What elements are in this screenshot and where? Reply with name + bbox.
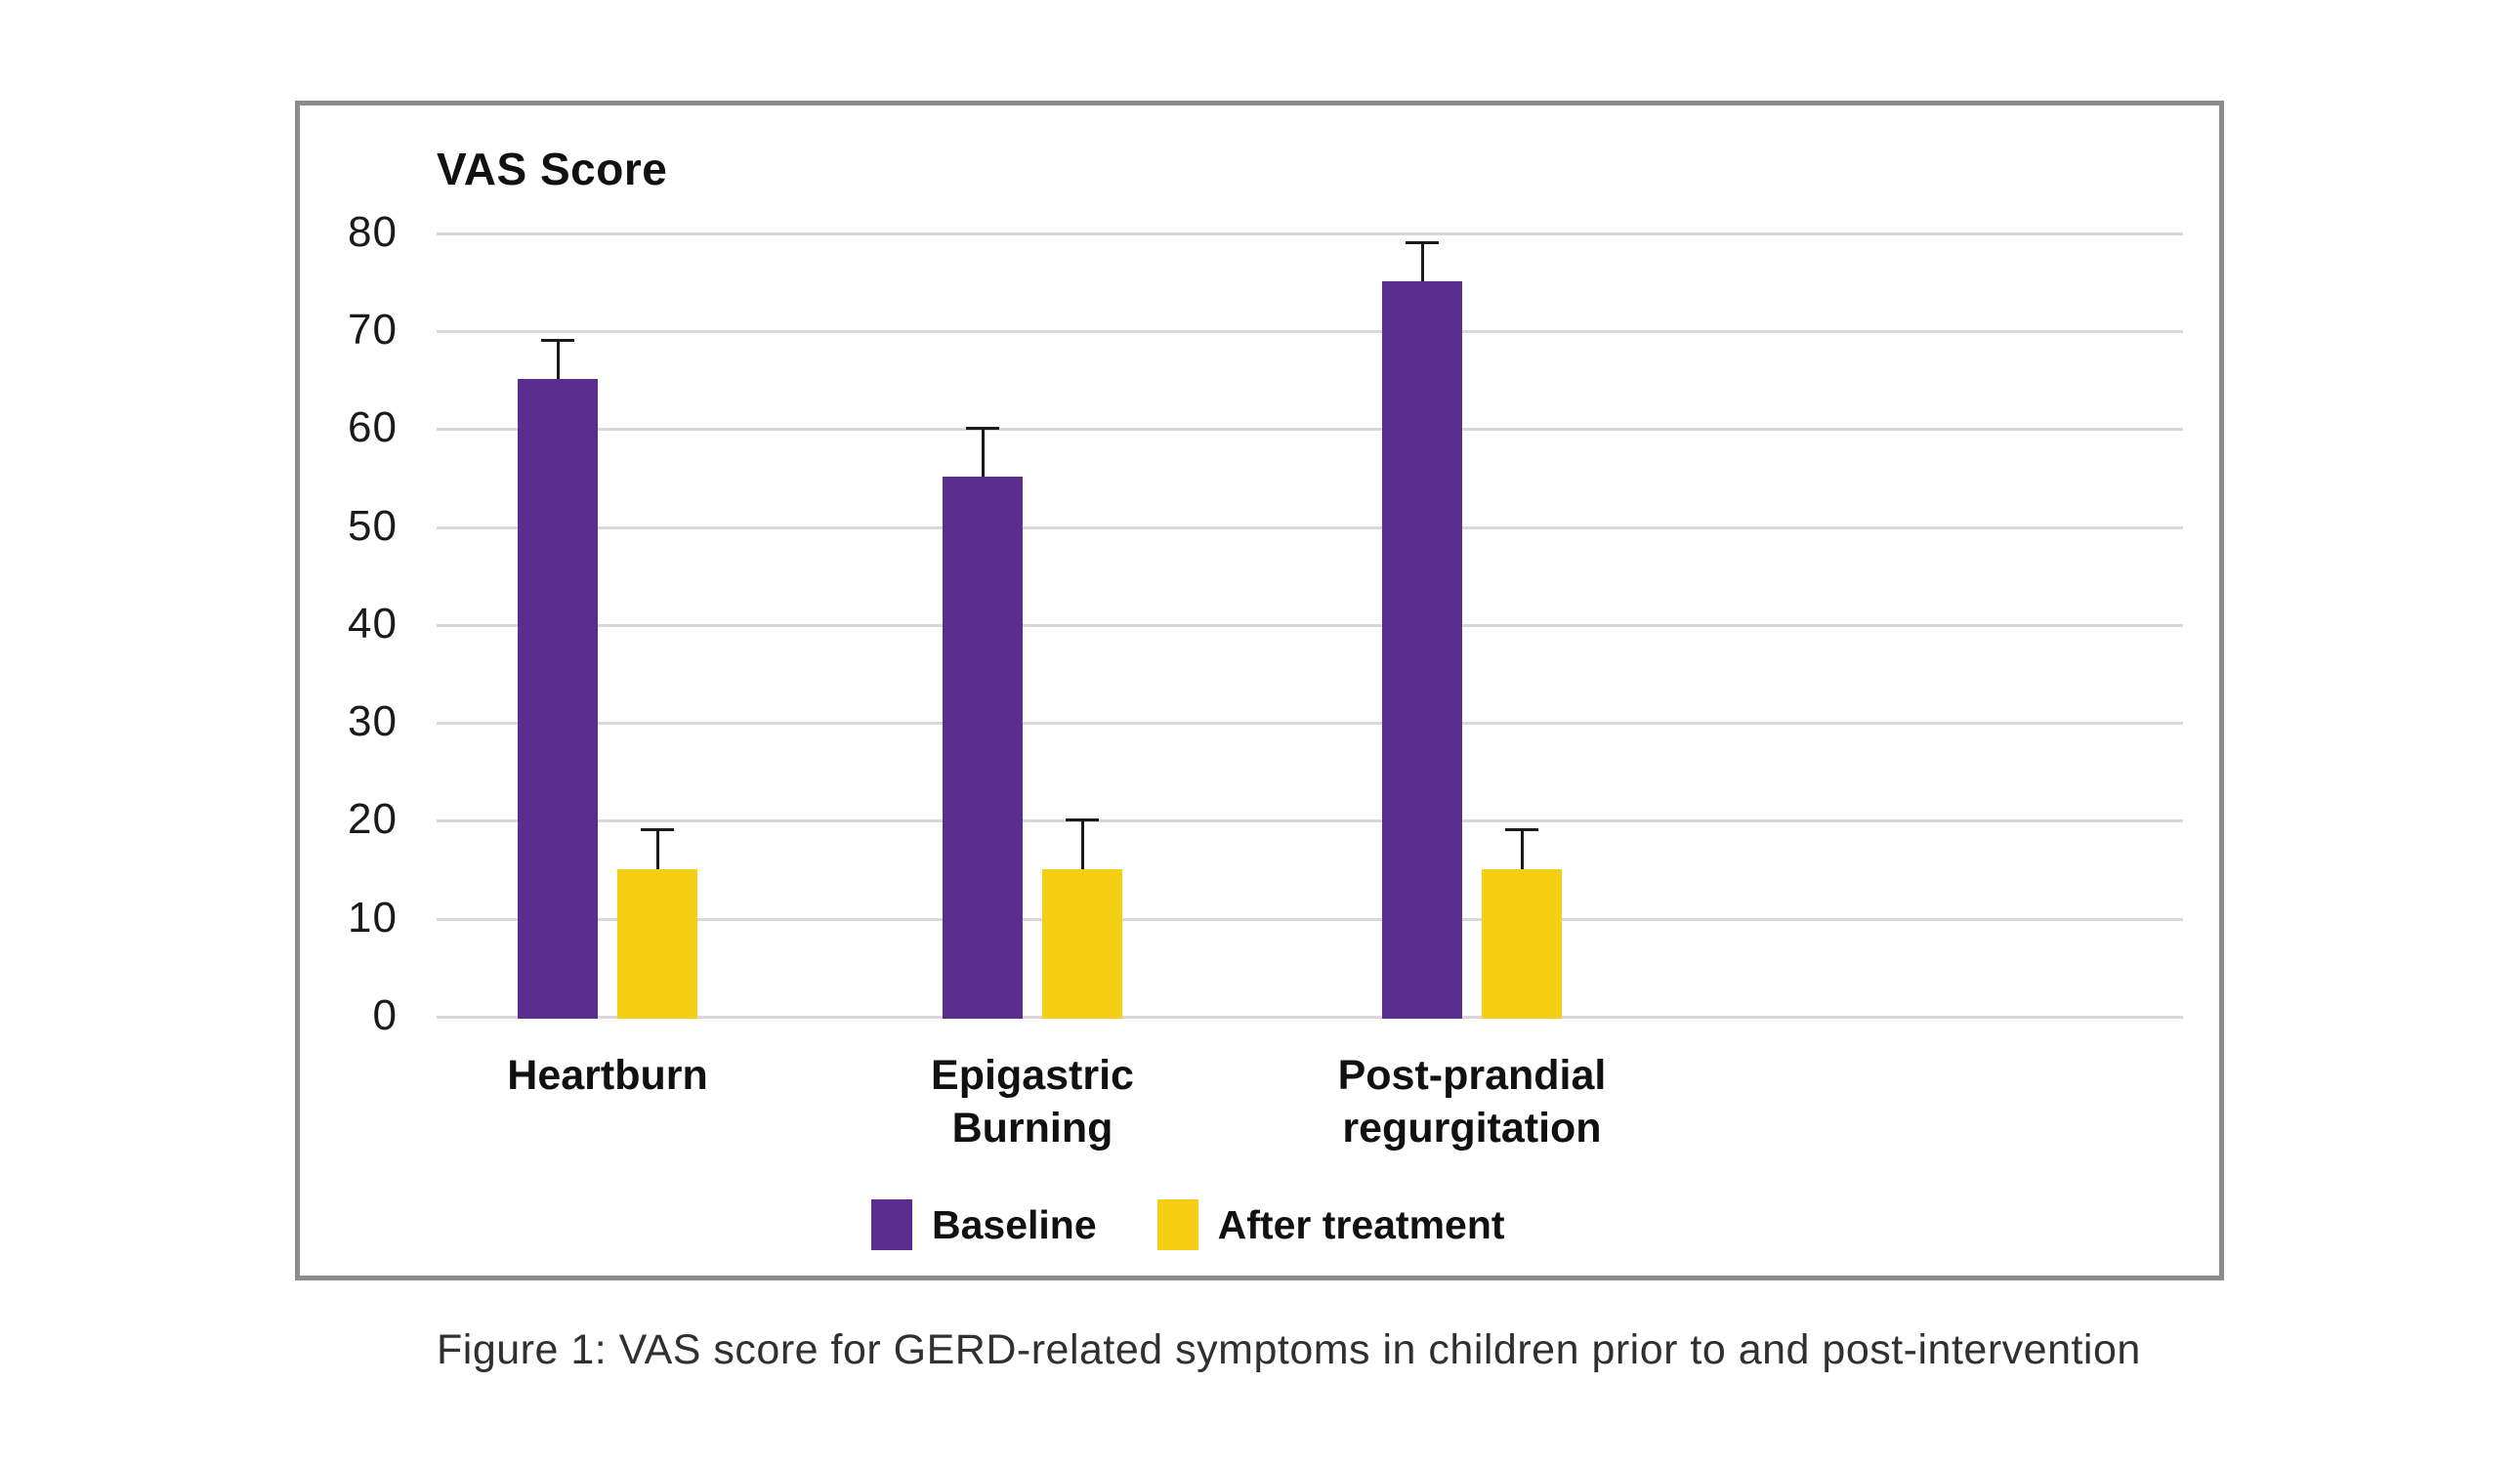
error-bar-cap-baseline-2 <box>1406 240 1439 244</box>
x-category-label-line: Epigastric <box>931 1052 1134 1099</box>
error-bar-cap-after-treatment-1 <box>1066 818 1099 822</box>
error-bar-cap-baseline-0 <box>541 338 574 342</box>
gridline-10 <box>437 917 2183 921</box>
error-bar-cap-after-treatment-2 <box>1505 828 1538 832</box>
legend-swatch-after-treatment <box>1156 1199 1198 1250</box>
error-bar-cap-baseline-1 <box>966 427 999 431</box>
x-category-label-line: Heartburn <box>507 1052 708 1099</box>
error-bar-line-baseline-2 <box>1420 241 1424 281</box>
plot-area: 0 10 20 30 40 50 60 70 80 Heartburn Epigastric Burn… <box>300 105 2219 1276</box>
x-category-label-1: Epigastric Burning <box>798 1049 1267 1154</box>
x-category-label-line: regurgitation <box>1342 1105 1602 1152</box>
gridline-20 <box>437 819 2183 823</box>
y-tick-label-10: 10 <box>348 893 398 942</box>
legend-label-after-treatment: After treatment <box>1217 1201 1505 1247</box>
gridline-50 <box>437 525 2183 529</box>
chart-title: VAS Score <box>437 144 668 194</box>
legend-item-baseline: Baseline <box>871 1199 1097 1250</box>
y-tick-label-20: 20 <box>348 795 398 844</box>
y-tick-label-80: 80 <box>348 207 398 256</box>
x-category-label-line: Burning <box>951 1105 1113 1152</box>
gridline-40 <box>437 623 2183 627</box>
error-bar-cap-after-treatment-0 <box>641 828 674 832</box>
y-tick-label-30: 30 <box>348 697 398 746</box>
bar-baseline-1 <box>943 477 1023 1019</box>
bar-baseline-0 <box>518 379 598 1019</box>
gridline-70 <box>437 329 2183 333</box>
x-category-label-2: Post-prandial regurgitation <box>1238 1049 1706 1154</box>
legend-label-baseline: Baseline <box>932 1201 1097 1247</box>
error-bar-line-after-treatment-0 <box>655 829 659 869</box>
error-bar-line-after-treatment-2 <box>1520 829 1524 869</box>
bar-after-treatment-2 <box>1482 868 1562 1019</box>
y-tick-label-40: 40 <box>348 599 398 648</box>
error-bar-line-baseline-1 <box>981 428 985 478</box>
figure-caption: Figure 1: VAS score for GERD-related sym… <box>437 1326 2141 1373</box>
legend-item-after-treatment: After treatment <box>1156 1199 1505 1250</box>
bar-after-treatment-1 <box>1042 868 1122 1019</box>
chart-frame: VAS Score 0 10 20 30 40 50 60 70 80 Heartburn Epig… <box>295 101 2224 1280</box>
y-tick-label-50: 50 <box>348 501 398 550</box>
gridline-60 <box>437 428 2183 432</box>
y-tick-label-60: 60 <box>348 403 398 452</box>
y-tick-label-0: 0 <box>372 991 398 1039</box>
x-category-label-line: Post-prandial <box>1337 1052 1607 1099</box>
error-bar-line-after-treatment-1 <box>1080 819 1084 869</box>
gridline-80 <box>437 231 2183 235</box>
error-bar-line-baseline-0 <box>556 339 560 380</box>
gridline-30 <box>437 722 2183 726</box>
y-tick-label-70: 70 <box>348 305 398 354</box>
legend-swatch-baseline <box>871 1199 912 1250</box>
gridline-0 <box>437 1016 2183 1019</box>
x-category-label-0: Heartburn <box>373 1049 842 1102</box>
bar-baseline-2 <box>1382 280 1462 1019</box>
legend: Baseline After treatment <box>871 1199 1505 1250</box>
bar-after-treatment-0 <box>617 868 697 1019</box>
